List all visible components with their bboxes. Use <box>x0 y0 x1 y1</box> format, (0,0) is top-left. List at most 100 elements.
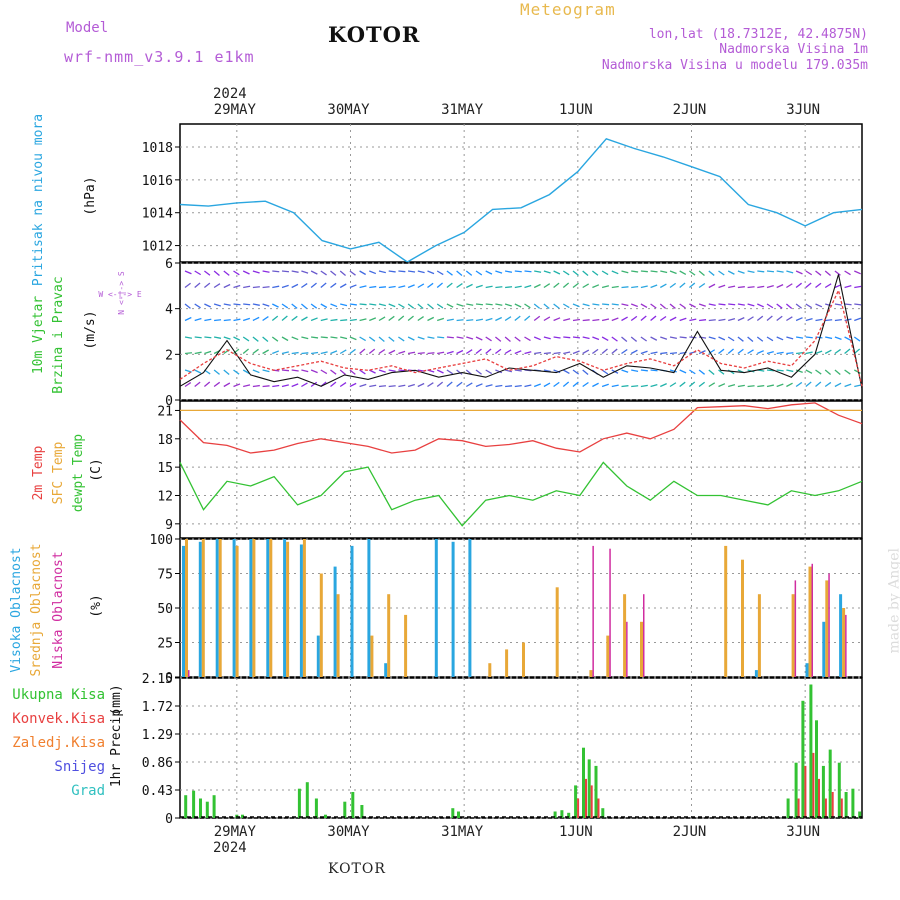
wind-series-line <box>179 288 863 387</box>
wind-barb-mark <box>204 350 212 355</box>
wind-barb-mark <box>601 383 609 388</box>
wind-barb-mark <box>854 384 862 388</box>
wind-barb-mark <box>825 336 833 340</box>
wind-barb-mark <box>805 369 813 374</box>
wind-barb-mark <box>679 270 687 275</box>
precip-legend-item: Snijeg <box>54 759 105 775</box>
wind-barb-mark <box>330 270 337 276</box>
cloud-bar <box>367 539 371 677</box>
wind-barb-mark <box>708 270 715 276</box>
wind-barb-mark <box>631 270 639 273</box>
wind-barb-mark <box>301 352 309 355</box>
altitude-label: Nadmorska Visina 1m <box>719 42 868 57</box>
wind-barb-mark <box>417 336 425 340</box>
model-altitude-label: Nadmorska Visina u modelu 179.035m <box>601 58 868 73</box>
wind-barb-mark <box>747 316 754 322</box>
cloud-bar <box>384 663 388 677</box>
cloud-bar <box>283 539 287 677</box>
wind-barb-mark <box>718 270 725 276</box>
wind-barb-mark <box>640 270 648 273</box>
wind-barb-mark <box>465 382 473 388</box>
wind-barb-mark <box>524 303 531 309</box>
wind-barb-mark <box>398 384 406 388</box>
wind-compass-ns: N <-|-> S <box>117 271 126 315</box>
precip-total-bar <box>212 795 216 818</box>
temp-panel-frame <box>179 400 863 539</box>
wind-barb-mark <box>650 270 658 273</box>
wind-barb-mark <box>194 270 202 276</box>
cloud-bar <box>825 580 829 677</box>
wind-barb-mark <box>233 284 241 289</box>
wind-barb-mark <box>534 270 542 273</box>
wind-barb-mark <box>184 369 192 373</box>
precip-total-bar <box>360 805 364 818</box>
wind-barb-mark <box>330 336 338 339</box>
wind-barb-mark <box>824 381 832 388</box>
wind-barb-mark <box>330 350 338 355</box>
precip-total-bar <box>815 720 818 818</box>
wind-panel-frame <box>179 262 863 401</box>
wind-barb-mark <box>514 315 521 322</box>
precip-panel-frame <box>179 677 863 819</box>
cloud-bar <box>828 573 830 677</box>
wind-barb-mark <box>223 319 231 322</box>
precip-convective-bar <box>797 798 800 818</box>
pressure-unit: (hPa) <box>83 176 98 215</box>
wind-barb-mark <box>437 336 445 339</box>
wind-barb-mark <box>524 315 531 321</box>
wind-barb-mark <box>252 369 260 374</box>
wind-barb-mark <box>184 270 192 275</box>
wind-barb-mark <box>592 348 599 355</box>
cloud-bar <box>468 539 472 677</box>
top-date-label: 1JUN <box>559 102 593 118</box>
wind-barb-mark <box>815 270 822 276</box>
wind-barb-mark <box>660 336 668 340</box>
wind-barb-mark <box>466 283 473 289</box>
cloud-high-label: Visoka Oblacnost <box>9 547 24 672</box>
wind-barb-mark <box>699 319 707 322</box>
wind-barb-mark <box>698 336 707 339</box>
wind-barb-mark <box>815 381 822 388</box>
wind-barb-mark <box>204 336 212 339</box>
wind-barb-mark <box>844 284 852 289</box>
wind-barb-mark <box>233 383 241 388</box>
wind-barb-mark <box>630 315 638 322</box>
wind-barb-mark <box>631 285 639 289</box>
precip-total-bar <box>837 762 841 818</box>
wind-barb-mark <box>242 317 251 322</box>
precip-total-bar <box>553 811 557 818</box>
wind-barb-mark <box>388 385 396 388</box>
wind-barb-mark <box>252 303 260 306</box>
wind-barb-mark <box>340 319 348 322</box>
wind-barb-mark <box>398 336 405 342</box>
wind-barb-mark <box>388 369 396 372</box>
wind-barb-mark <box>475 383 483 388</box>
wind-barb-mark <box>708 319 716 322</box>
wind-barb-mark <box>543 283 551 289</box>
wind-barb-mark <box>427 316 435 322</box>
cloud-bar <box>387 594 391 677</box>
wind-barb-mark <box>631 369 639 373</box>
precip-unit: (mm) <box>109 684 124 715</box>
wind-barb-mark <box>834 303 842 306</box>
wind-barb-mark <box>456 283 463 289</box>
wind-barb-mark <box>427 382 434 388</box>
wind-barb-mark <box>786 369 794 373</box>
wind-barb-mark <box>757 270 765 273</box>
wind-barb-mark <box>243 285 251 289</box>
wind-barb-mark <box>417 270 425 274</box>
wind-barb-mark <box>485 317 493 322</box>
wind-barb-mark <box>359 348 366 354</box>
precip-convective-bar <box>840 798 843 818</box>
wind-barb-mark <box>572 336 581 339</box>
cloud-ytick-label: 50 <box>157 602 173 617</box>
wind-barb-mark <box>553 381 560 388</box>
wind-barb-mark <box>854 285 862 289</box>
wind-barb-mark <box>203 282 211 289</box>
top-date-label: 3JUN <box>786 102 820 118</box>
wind-barb-mark <box>795 303 803 309</box>
wind-barb-mark <box>446 381 453 387</box>
wind-barb-mark <box>621 348 628 355</box>
wind-barb-mark <box>650 284 658 289</box>
cloud-bar <box>555 587 559 677</box>
